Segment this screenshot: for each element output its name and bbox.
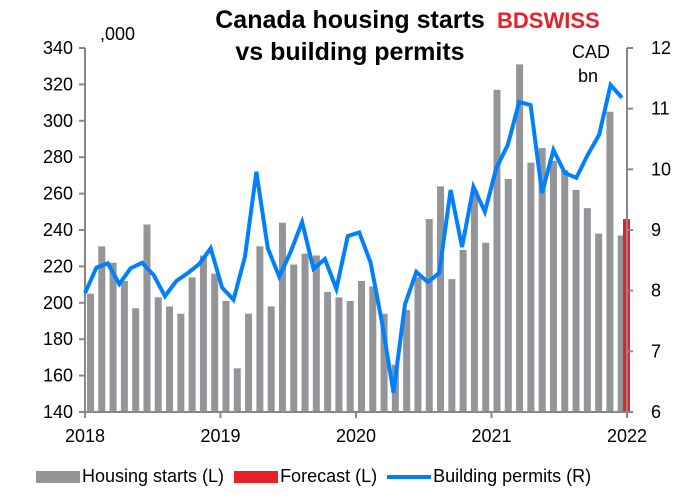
- legend-label: Housing starts (L): [82, 466, 225, 486]
- title-line-1: Canada housing starts: [215, 6, 485, 34]
- bar-housing-starts: [120, 280, 128, 412]
- bar-housing-starts: [335, 297, 343, 412]
- x-tick-label: 2021: [471, 426, 511, 446]
- legend-swatch-red: [234, 470, 279, 483]
- right-unit-label-1: CAD: [572, 42, 611, 62]
- bar-housing-starts: [154, 297, 162, 412]
- x-tick-label: 2019: [200, 426, 240, 446]
- bar-housing-starts: [233, 368, 241, 412]
- bar-housing-starts: [470, 189, 478, 412]
- legend-label: Building permits (R): [433, 466, 592, 486]
- bar-housing-starts: [516, 64, 524, 412]
- bar-housing-starts: [290, 264, 298, 412]
- line-building-permits: [83, 80, 624, 393]
- left-tick-label: 320: [43, 74, 73, 94]
- legend-swatch-gray: [36, 470, 80, 483]
- chart-title: Canada housing starts vs building permit…: [0, 4, 700, 68]
- bar-housing-starts: [482, 242, 490, 412]
- legend-forecast: Forecast (L): [234, 466, 377, 487]
- bar-housing-starts: [301, 253, 309, 412]
- legend: Housing starts (L) Forecast (L) Building…: [36, 466, 601, 487]
- right-tick-label: 8: [651, 281, 661, 301]
- bar-housing-starts: [346, 300, 354, 412]
- bar-housing-starts: [256, 246, 264, 412]
- bar-housing-starts: [459, 250, 467, 412]
- left-tick-label: 140: [43, 402, 73, 422]
- bar-housing-starts: [572, 189, 580, 412]
- bar-housing-starts: [538, 148, 546, 412]
- logo-text: BDSWISS: [497, 8, 600, 33]
- bar-housing-starts: [312, 255, 320, 412]
- right-unit-label-2: bn: [578, 66, 599, 86]
- bar-housing-starts: [493, 89, 501, 413]
- bar-housing-starts: [561, 169, 569, 412]
- legend-building-permits: Building permits (R): [387, 466, 591, 487]
- bar-housing-starts: [188, 277, 196, 412]
- bar-housing-starts: [380, 313, 388, 412]
- bar-housing-starts: [166, 306, 174, 412]
- left-unit-label: ,000: [100, 24, 136, 44]
- left-tick-label: 280: [43, 147, 73, 167]
- right-tick-label: 9: [651, 220, 661, 240]
- left-tick-label: 260: [43, 184, 73, 204]
- bar-housing-starts: [132, 308, 140, 412]
- left-tick-label: 180: [43, 329, 73, 349]
- bar-housing-starts: [504, 179, 512, 412]
- bar-housing-starts: [527, 162, 535, 412]
- bar-housing-starts: [595, 233, 603, 412]
- bar-housing-starts: [403, 310, 411, 412]
- bar-housing-starts: [448, 279, 456, 412]
- right-tick-label: 7: [651, 341, 661, 361]
- right-tick-label: 10: [651, 159, 671, 179]
- legend-label: Forecast (L): [280, 466, 378, 486]
- left-tick-label: 220: [43, 256, 73, 276]
- bar-housing-starts: [324, 291, 332, 412]
- bar-housing-starts: [199, 255, 207, 412]
- bar-housing-starts: [414, 277, 422, 412]
- left-tick-label: 160: [43, 366, 73, 386]
- title-line-2: vs building permits: [235, 38, 465, 66]
- bar-housing-starts: [617, 235, 625, 412]
- bar-housing-starts: [369, 286, 377, 412]
- x-tick-label: 2022: [607, 426, 647, 446]
- bar-housing-starts: [211, 273, 219, 412]
- bar-housing-starts: [583, 208, 591, 412]
- legend-housing-starts: Housing starts (L): [36, 466, 224, 487]
- x-tick-label: 2020: [336, 426, 376, 446]
- bar-housing-starts: [267, 306, 275, 412]
- bar-housing-starts: [437, 186, 445, 412]
- bar-housing-starts: [606, 111, 614, 412]
- right-tick-label: 6: [651, 402, 661, 422]
- bar-housing-starts: [87, 293, 94, 412]
- bar-housing-starts: [222, 300, 230, 412]
- right-tick-label: 11: [651, 99, 670, 119]
- bar-housing-starts: [143, 224, 151, 412]
- bar-housing-starts: [278, 222, 286, 412]
- legend-swatch-blue: [387, 474, 432, 479]
- bar-housing-starts: [245, 313, 253, 412]
- bar-housing-starts: [177, 313, 185, 412]
- left-tick-label: 300: [43, 111, 73, 131]
- left-tick-label: 200: [43, 293, 73, 313]
- left-tick-label: 340: [43, 38, 73, 58]
- right-tick-label: 12: [651, 38, 671, 58]
- bar-housing-starts: [98, 246, 106, 412]
- bdswiss-logo: BDSWISS: [497, 8, 600, 34]
- left-tick-label: 240: [43, 220, 73, 240]
- bar-housing-starts: [549, 160, 557, 412]
- bar-housing-starts: [109, 262, 117, 412]
- bar-housing-starts: [425, 219, 433, 412]
- bar-housing-starts: [358, 280, 365, 412]
- x-tick-label: 2018: [65, 426, 105, 446]
